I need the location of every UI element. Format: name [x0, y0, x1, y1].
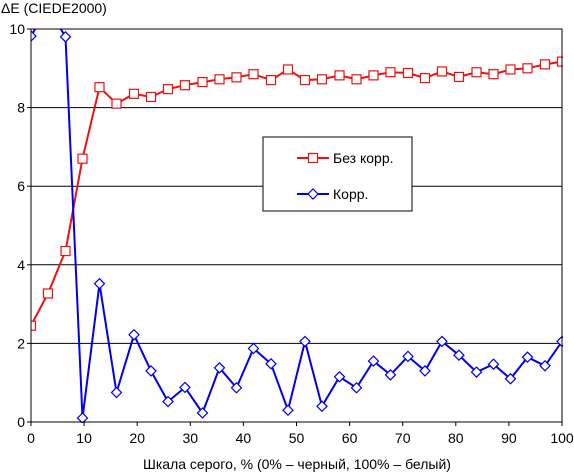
legend-label-series-2: Корр.: [333, 186, 368, 202]
x-tick-label: 70: [395, 430, 411, 446]
x-tick-label: 0: [27, 430, 35, 446]
series-2-point-0: [31, 30, 37, 42]
series-1-point-16: [299, 74, 311, 86]
y-tick-label: 2: [17, 335, 25, 351]
series-1-point-19: [351, 74, 362, 85]
series-2-point-10: [196, 407, 209, 419]
series-1-point-12: [231, 72, 242, 83]
x-tick-label: 60: [342, 430, 358, 446]
series-2-point-26: [470, 366, 483, 378]
series-1-point-15: [282, 64, 294, 75]
series-1-point-13: [248, 69, 259, 80]
series-2-point-23: [419, 365, 431, 377]
series-1-point-25: [453, 71, 465, 83]
legend-marker-series-1: [307, 152, 319, 164]
series-2-point-5: [110, 386, 123, 399]
series-1-point-5: [111, 98, 122, 109]
series-2-point-6: [128, 328, 140, 341]
series-2-point-2: [59, 31, 72, 43]
legend-box: [262, 136, 413, 212]
series-1-point-22: [402, 67, 414, 79]
x-tick-label: 90: [501, 430, 517, 446]
series-2-point-17: [316, 400, 328, 413]
series-1-point-17: [316, 74, 328, 85]
series-2-point-24: [436, 335, 448, 348]
series-1-point-3: [77, 153, 88, 164]
series-2-point-3: [76, 412, 89, 423]
series-2-point-30: [539, 359, 551, 372]
series-1-point-8: [162, 84, 174, 95]
x-tick-label: 50: [289, 430, 305, 446]
series-1-point-24: [436, 66, 448, 77]
series-1-point-9: [179, 80, 191, 91]
series-2-point-12: [230, 381, 243, 394]
plot-area: [31, 29, 562, 422]
series-1-point-6: [128, 88, 140, 99]
x-tick-label: 40: [236, 430, 252, 446]
series-1-point-18: [334, 70, 345, 81]
series-1-point-30: [539, 59, 551, 70]
series-2-point-4: [93, 277, 106, 290]
series-2-point-13: [247, 342, 260, 355]
x-tick-label: 30: [183, 430, 199, 446]
series-1-point-29: [522, 63, 533, 74]
series-1-point-10: [197, 76, 208, 88]
y-tick-label: 8: [17, 100, 25, 116]
series-2-point-22: [402, 350, 414, 363]
y-tick-label: 0: [17, 414, 25, 430]
series-2-point-18: [333, 370, 346, 383]
series-1-point-1: [42, 288, 54, 299]
series-1-point-2: [60, 245, 71, 257]
y-tick-label: 10: [9, 21, 25, 37]
series-1-point-14: [265, 74, 277, 86]
series-2-point-28: [504, 372, 517, 385]
series-1-point-11: [214, 74, 225, 85]
series-2-point-9: [179, 381, 191, 394]
x-axis-title: Шкала серого, % (0% – черный, 100% – бел…: [143, 456, 451, 472]
series-2-point-11: [213, 361, 226, 374]
series-2-point-25: [453, 349, 465, 362]
y-axis: 0 2 4 6 8 10: [9, 21, 31, 430]
series-2-point-8: [162, 395, 174, 408]
series-2-point-20: [367, 355, 380, 367]
y-axis-title: ΔE (CIEDE2000): [1, 0, 107, 16]
series-1-point-21: [385, 67, 396, 78]
x-tick-label: 100: [550, 430, 574, 446]
series-2-point-16: [299, 335, 311, 348]
series-2-point-14: [265, 357, 277, 370]
series-2-point-19: [350, 381, 363, 394]
series-1-point-27: [488, 69, 499, 80]
series-1-point-26: [471, 67, 482, 78]
series-1-point-0: [31, 320, 37, 331]
legend-marker-series-2: [307, 188, 319, 200]
series-2-point-21: [384, 368, 397, 381]
series-2-point-15: [282, 404, 294, 417]
series-1-point-20: [368, 70, 379, 81]
series-2-point-29: [521, 351, 534, 364]
x-tick-label: 80: [448, 430, 464, 446]
x-axis: 0 10 20 30 40 50 60 70 80 90 100: [27, 422, 574, 446]
legend-label-series-1: Без корр.: [333, 150, 394, 166]
y-tick-label: 4: [17, 257, 25, 273]
series-1-point-23: [419, 73, 431, 84]
x-tick-label: 10: [76, 430, 92, 446]
series-1-point-4: [94, 82, 105, 93]
legend: Без корр. Корр.: [262, 136, 413, 212]
series-group: [31, 29, 563, 423]
series-1-point-28: [505, 64, 516, 75]
y-tick-label: 6: [17, 178, 25, 194]
series-1-point-7: [145, 91, 157, 103]
x-tick-label: 20: [129, 430, 145, 446]
series-2-point-27: [487, 358, 500, 371]
series-2-point-7: [145, 365, 157, 377]
